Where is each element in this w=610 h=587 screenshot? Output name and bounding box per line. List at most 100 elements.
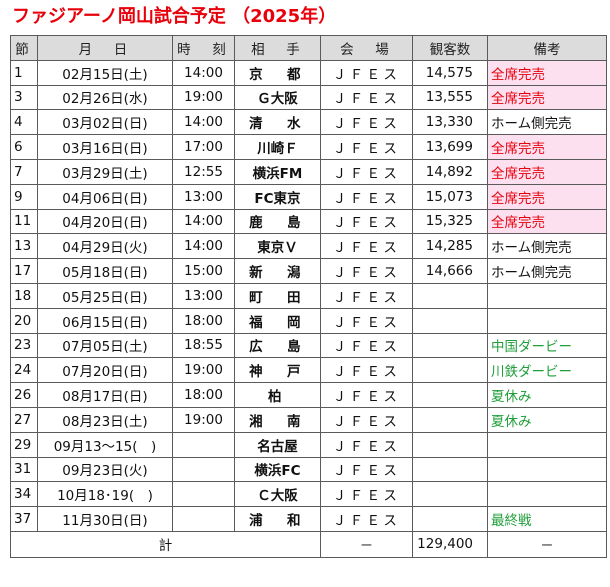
date-cell: 08月17日(日) — [37, 382, 173, 408]
note-cell: ホーム側完売 — [487, 233, 607, 260]
venue-cell: ＪＦＥス — [320, 208, 413, 235]
sec-cell: 17 — [10, 258, 38, 284]
attendance-cell — [412, 382, 488, 408]
note-cell: 夏休み — [487, 406, 607, 433]
opponent-cell: Ｃ大阪 — [234, 481, 321, 508]
table-row: 9 04月06日(日) 13:00 FC東京 ＪＦＥス 15,073 全席完売 — [10, 183, 607, 210]
table-row: 3 02月26日(水) 19:00 Ｇ大阪 ＪＦＥス 13,555 全席完売 — [10, 84, 607, 111]
header-sec: 節 — [10, 35, 38, 61]
table-row: 13 04月29日(火) 14:00 東京Ｖ ＪＦＥス 14,285 ホーム側完売 — [10, 233, 607, 260]
opponent-cell: 清 水 — [234, 109, 321, 136]
venue-cell: ＪＦＥス — [320, 406, 413, 433]
time-cell: 14:00 — [172, 208, 235, 235]
sec-cell: 20 — [10, 307, 38, 334]
note-cell: ホーム側完売 — [487, 109, 607, 136]
sec-cell: 37 — [10, 506, 38, 532]
opponent-cell: 浦 和 — [234, 506, 321, 532]
opponent-cell: 福 岡 — [234, 307, 321, 334]
sec-cell: 18 — [10, 282, 38, 309]
table-row: 1 02月15日(土) 14:00 京 都 ＪＦＥス 14,575 全席完売 — [10, 59, 607, 86]
table-row: 18 05月25日(日) 13:00 町 田 ＪＦＥス — [10, 282, 607, 309]
venue-cell: ＪＦＥス — [320, 59, 413, 86]
venue-cell: ＪＦＥス — [320, 109, 413, 136]
total-row: 計－ 129,400 － — [10, 530, 607, 558]
time-cell: 19:00 — [172, 406, 235, 433]
sec-cell: 3 — [10, 84, 38, 111]
note-cell: 中国ダービー — [487, 332, 607, 359]
date-cell: 04月06日(日) — [37, 183, 173, 210]
opponent-cell: 京 都 — [234, 59, 321, 86]
date-cell: 09月13～15( ) — [37, 431, 173, 458]
time-cell — [172, 506, 235, 532]
table-row: 27 08月23日(土) 19:00 湘 南 ＪＦＥス 夏休み — [10, 406, 607, 433]
schedule-table: 節 月 日 時 刻 相 手 会 場 観客数 備考 1 02月15日(土) 14:00… — [10, 35, 607, 558]
time-cell: 19:00 — [172, 84, 235, 111]
opponent-cell: FC東京 — [234, 183, 321, 210]
sec-cell: 24 — [10, 357, 38, 384]
venue-cell: ＪＦＥス — [320, 84, 413, 111]
attendance-cell: 14,575 — [412, 59, 488, 86]
date-cell: 05月25日(日) — [37, 282, 173, 309]
note-cell — [487, 307, 607, 334]
venue-cell: ＪＦＥス — [320, 481, 413, 508]
sec-cell: 31 — [10, 456, 38, 483]
attendance-cell: 13,555 — [412, 84, 488, 111]
opponent-cell: 川崎Ｆ — [234, 134, 321, 160]
attendance-cell: 15,073 — [412, 183, 488, 210]
date-cell: 03月02日(日) — [37, 109, 173, 136]
time-cell: 13:00 — [172, 183, 235, 210]
attendance-cell: 14,666 — [412, 258, 488, 284]
attendance-cell — [412, 332, 488, 359]
sec-cell: 26 — [10, 382, 38, 408]
sec-cell: 4 — [10, 109, 38, 136]
time-cell: 14:00 — [172, 59, 235, 86]
sec-cell: 23 — [10, 332, 38, 359]
time-cell: 19:00 — [172, 357, 235, 384]
opponent-cell: 神 戸 — [234, 357, 321, 384]
attendance-cell — [412, 282, 488, 309]
opponent-cell: 鹿 島 — [234, 208, 321, 235]
sec-cell: 9 — [10, 183, 38, 210]
venue-cell: ＪＦＥス — [320, 233, 413, 260]
header-opponent: 相 手 — [234, 35, 321, 61]
venue-cell: ＪＦＥス — [320, 332, 413, 359]
time-cell — [172, 431, 235, 458]
table-row: 23 07月05日(土) 18:55 広 島 ＪＦＥス 中国ダービー — [10, 332, 607, 359]
opponent-cell: 横浜FC — [234, 456, 321, 483]
attendance-cell: 14,892 — [412, 158, 488, 185]
date-cell: 05月18日(日) — [37, 258, 173, 284]
note-cell: 全席完売 — [487, 134, 607, 160]
note-cell — [487, 456, 607, 483]
venue-cell: ＪＦＥス — [320, 307, 413, 334]
attendance-cell — [412, 406, 488, 433]
table-row: 26 08月17日(日) 18:00 柏 ＪＦＥス 夏休み — [10, 382, 607, 408]
note-cell: 最終戦 — [487, 506, 607, 532]
date-cell: 08月23日(土) — [37, 406, 173, 433]
attendance-cell — [412, 506, 488, 532]
table-row: 34 10月18･19( ) Ｃ大阪 ＪＦＥス — [10, 481, 607, 508]
opponent-cell: 広 島 — [234, 332, 321, 359]
opponent-cell: 名古屋 — [234, 431, 321, 458]
total-attendance: 129,400 — [412, 530, 488, 558]
date-cell: 02月15日(土) — [37, 59, 173, 86]
attendance-cell: 13,330 — [412, 109, 488, 136]
attendance-cell: 13,699 — [412, 134, 488, 160]
sec-cell: 29 — [10, 431, 38, 458]
time-cell: 15:00 — [172, 258, 235, 284]
venue-cell: ＪＦＥス — [320, 183, 413, 210]
date-cell: 09月23日(火) — [37, 456, 173, 483]
opponent-cell: 新 潟 — [234, 258, 321, 284]
note-cell: 夏休み — [487, 382, 607, 408]
header-time: 時 刻 — [172, 35, 235, 61]
table-row: 20 06月15日(日) 18:00 福 岡 ＪＦＥス — [10, 307, 607, 334]
total-note: － — [487, 530, 607, 558]
opponent-cell: 横浜FM — [234, 158, 321, 185]
sec-cell: 11 — [10, 208, 38, 235]
note-cell: 川鉄ダービー — [487, 357, 607, 384]
date-cell: 03月29日(土) — [37, 158, 173, 185]
date-cell: 06月15日(日) — [37, 307, 173, 334]
date-cell: 10月18･19( ) — [37, 481, 173, 508]
table-row: 4 03月02日(日) 14:00 清 水 ＪＦＥス 13,330 ホーム側完売 — [10, 109, 607, 136]
attendance-cell — [412, 456, 488, 483]
header-date: 月 日 — [37, 35, 173, 61]
